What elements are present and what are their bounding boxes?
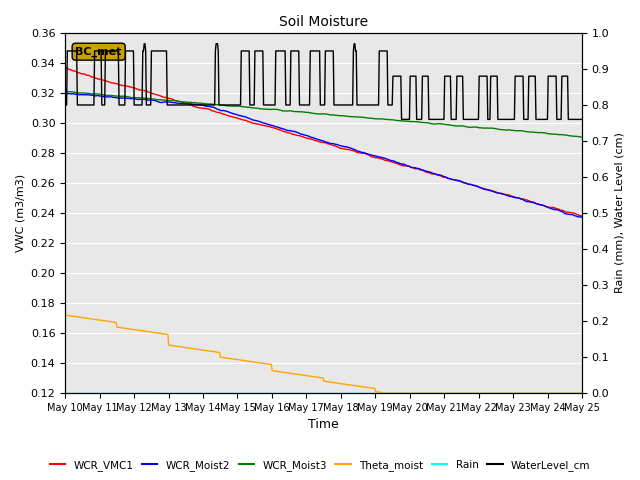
Text: BC_met: BC_met bbox=[76, 47, 122, 57]
Legend: WCR_VMC1, WCR_Moist2, WCR_Moist3, Theta_moist, Rain, WaterLevel_cm: WCR_VMC1, WCR_Moist2, WCR_Moist3, Theta_… bbox=[45, 456, 595, 475]
Y-axis label: VWC (m3/m3): VWC (m3/m3) bbox=[15, 174, 25, 252]
Y-axis label: Rain (mm), Water Level (cm): Rain (mm), Water Level (cm) bbox=[615, 132, 625, 293]
X-axis label: Time: Time bbox=[308, 419, 339, 432]
Title: Soil Moisture: Soil Moisture bbox=[279, 15, 368, 29]
